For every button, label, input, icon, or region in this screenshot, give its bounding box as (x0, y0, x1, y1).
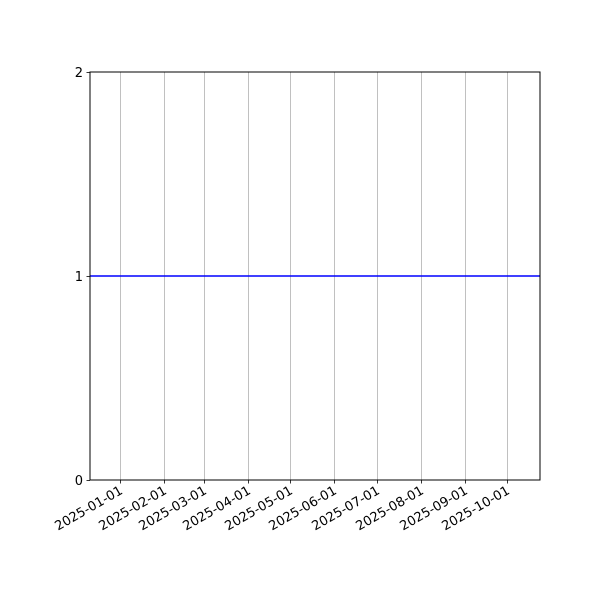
y-tick-label: 2 (75, 66, 83, 81)
y-tick-label: 0 (75, 474, 83, 489)
axes-frame (89, 71, 541, 481)
x-axis: 2025-01-012025-02-012025-03-012025-04-01… (53, 480, 513, 534)
y-axis: 0 1 2 (75, 66, 90, 489)
y-tick-label: 1 (75, 270, 83, 285)
